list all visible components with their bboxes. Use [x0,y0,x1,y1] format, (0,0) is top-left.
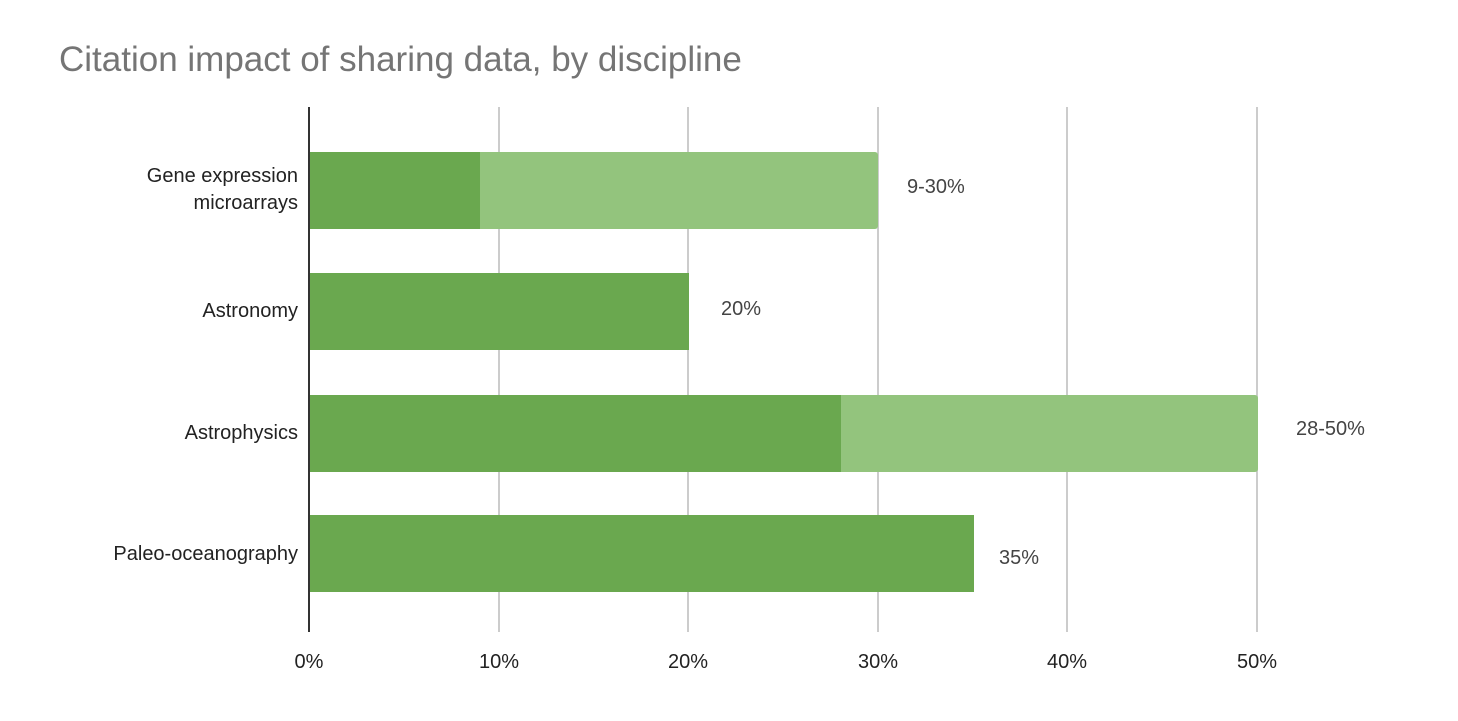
bar-gene-expression-range [480,152,878,229]
gridline-40 [1066,107,1068,632]
chart-title: Citation impact of sharing data, by disc… [59,40,742,79]
x-tick-0: 0% [294,651,324,673]
bar-astrophysics-low [310,395,841,472]
bar-paleo-oceanography [310,515,974,592]
bar-astrophysics-range [841,395,1258,472]
x-tick-20: 20% [667,651,709,673]
data-label-astronomy: 20% [721,298,762,320]
gridline-20 [687,107,689,632]
gridline-10 [498,107,500,632]
bar-astronomy [310,273,689,350]
category-label-paleo-oceanography: Paleo-oceanography [113,543,298,565]
category-label-astrophysics: Astrophysics [184,422,298,444]
data-label-paleo-oceanography: 35% [999,547,1040,569]
y-axis-line [308,107,310,632]
category-label-astronomy: Astronomy [202,300,298,322]
gridline-30 [877,107,879,632]
category-label-line: Gene expression [146,165,298,187]
bar-gene-expression-low [310,152,480,229]
x-tick-50: 50% [1236,651,1278,673]
category-label-gene-expression: Gene expression microarrays [147,163,298,217]
category-label-line: microarrays [193,192,298,214]
x-tick-10: 10% [478,651,520,673]
data-label-gene-expression: 9-30% [907,176,965,198]
x-tick-30: 30% [857,651,899,673]
data-label-astrophysics: 28-50% [1296,418,1365,440]
gridline-50 [1256,107,1258,632]
x-tick-40: 40% [1046,651,1088,673]
